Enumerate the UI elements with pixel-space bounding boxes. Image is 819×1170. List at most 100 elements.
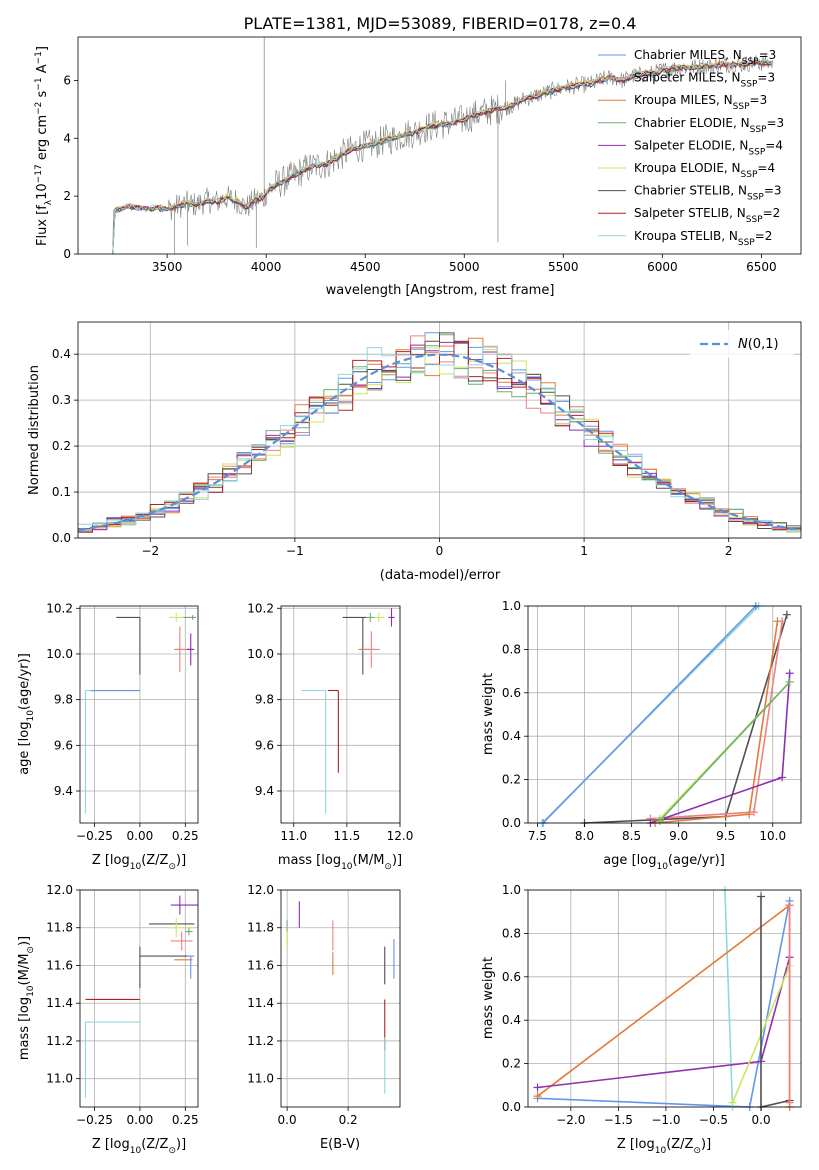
histogram-step-line [78,345,801,531]
weight-line [537,903,791,1107]
weight-vs-age-frame [527,605,802,824]
x-tick-label: 3500 [152,260,183,274]
weight-vs-metallicity-frame [527,889,802,1108]
weight-line [659,681,791,822]
weight-lines [538,602,794,827]
x-tick-label: 5500 [548,260,579,274]
y-tick-label: 0.6 [502,970,521,984]
figure-title: PLATE=1381, MJD=53089, FIBERID=0178, z=0… [244,14,637,33]
weight-point-marker [757,892,766,901]
y-tick-label: 11.4 [46,996,73,1010]
x-tick-label: 0.0 [278,1113,297,1127]
age-vs-metallicity-x-ticks: −0.25 0.00 0.25 [76,823,199,843]
spectrum-plot-area [112,37,773,254]
y-tick-label: 9.4 [255,784,274,798]
x-tick-label: 0.0 [752,1113,771,1127]
weight-vs-age-plot-area [528,602,801,827]
y-tick-label: 9.8 [54,693,73,707]
weight-point-marker [655,816,664,825]
model-line [112,59,772,254]
y-tick-label: 0.2 [502,773,521,787]
weight-vs-age-x-ticks: 7.5 8.0 8.5 9.0 9.5 10.0 [528,823,786,843]
legend-entry: Kroupa STELIB, NSSP=2 [634,229,772,248]
weight-line [724,889,734,1108]
model-line [112,59,772,254]
y-tick-label: 11.2 [46,1034,73,1048]
legend-entry: Salpeter STELIB, NSSP=2 [634,206,780,225]
x-tick-label: −0.25 [76,1113,113,1127]
y-tick-label: 10.2 [46,601,73,615]
weight-vs-metallicity-x-ticks: −2.0 −1.5 −1.0 −0.5 0.0 [556,1107,771,1127]
y-tick-label: 11.8 [247,921,274,935]
model-line [112,60,772,254]
mass-vs-metallicity-y-ticks: 11.0 11.2 11.4 11.6 11.8 12.0 [46,883,80,1086]
weight-point-marker [533,1092,542,1101]
histogram-step-line [78,332,801,531]
y-tick-label: 0.2 [52,439,71,453]
x-tick-label: 11.5 [334,829,361,843]
x-tick-label: 0.00 [127,829,154,843]
y-tick-label: 11.2 [247,1034,274,1048]
y-tick-label: 12.0 [46,883,73,897]
residuals-legend: N(0,1) [690,330,794,358]
y-tick-label: 0.4 [502,729,521,743]
y-tick-label: 11.6 [46,958,73,972]
x-tick-label: 0.2 [339,1113,358,1127]
residuals-y-ticks: 0.0 0.1 0.2 0.3 0.4 [52,347,78,545]
y-tick-label: 6 [63,73,71,87]
hist-lines [78,332,801,533]
y-tick-label: 0.0 [502,1100,521,1114]
weight-point-marker [785,669,794,678]
x-tick-label: 2 [725,544,733,558]
age-vs-metallicity-plot-area [80,606,198,823]
age-vs-metallicity-panel: −0.25 0.00 0.25 9.4 9.6 9.8 10.0 10.2 Z [log10… [17,601,199,872]
model-line [112,60,772,254]
spectrum-legend: Chabrier MILES, NSSP=3 Salpeter MILES, NS… [598,48,784,248]
mass-vs-ebv-plot-area [281,889,400,1107]
x-tick-label: −0.25 [76,829,113,843]
weight-point-marker [533,1083,542,1092]
weight-point-marker [785,1098,794,1107]
model-line [112,60,772,254]
y-tick-label: 11.4 [247,996,274,1010]
y-tick-label: 10.0 [247,647,274,661]
age-vs-metallicity-x-label: Z [log10(Z/Z⊙)] [92,853,186,872]
age-vs-metallicity-frame [79,605,199,824]
weight-vs-metallicity-y-ticks: 0.0 0.2 0.4 0.6 0.8 1.0 [502,883,528,1114]
y-tick-label: 0.8 [502,926,521,940]
x-tick-label: −2 [141,544,159,558]
spectrum-x-label: wavelength [Angstrom, rest frame] [326,283,555,298]
x-tick-label: 6000 [647,260,678,274]
spectrum-x-ticks: 3500 4000 4500 5000 5500 6000 6500 [152,254,777,274]
residuals-x-label: (data-model)/error [380,568,501,583]
weight-point-marker [785,901,794,910]
legend-entry: Chabrier STELIB, NSSP=3 [634,184,782,203]
spectrum-panel: Chabrier MILES, NSSP=3 Salpeter MILES, NS… [34,36,802,298]
x-tick-label: 0.25 [172,1113,199,1127]
model-line [112,60,772,254]
age-vs-mass-frame [280,605,401,824]
weight-point-marker [785,677,794,686]
residuals-panel: N(0,1) −2 −1 0 1 2 0.0 0.1 0.2 0.3 0.4 (data-mod… [27,321,802,583]
weight-vs-metallicity-panel: −2.0 −1.5 −1.0 −0.5 0.0 0.0 0.2 0.4 0.6 0.8 1.0 Z… [481,883,802,1156]
mass-vs-metallicity-x-label: Z [log10(Z/Z⊙)] [92,1137,186,1156]
mass-vs-ebv-frame [280,889,401,1108]
y-tick-label: 11.8 [46,921,73,935]
x-tick-label: 11.0 [280,829,307,843]
y-tick-label: 2 [63,189,71,203]
legend-entry: N(0,1) [738,337,779,352]
x-tick-label: −0.5 [699,1113,728,1127]
spectrum-y-ticks: 0 2 4 6 [63,73,78,261]
x-tick-label: 4000 [251,260,282,274]
y-tick-label: 0.0 [502,816,521,830]
x-tick-label: 5000 [449,260,480,274]
x-tick-label: 0 [436,544,444,558]
weight-vs-metallicity-y-label: mass weight [481,957,496,1039]
y-tick-label: 0.0 [52,531,71,545]
y-tick-label: 0.8 [502,642,521,656]
age-vs-mass-plot-area [281,606,401,823]
residuals-x-ticks: −2 −1 0 1 2 [141,538,733,558]
y-tick-label: 1.0 [502,599,521,613]
model-line [112,59,772,254]
